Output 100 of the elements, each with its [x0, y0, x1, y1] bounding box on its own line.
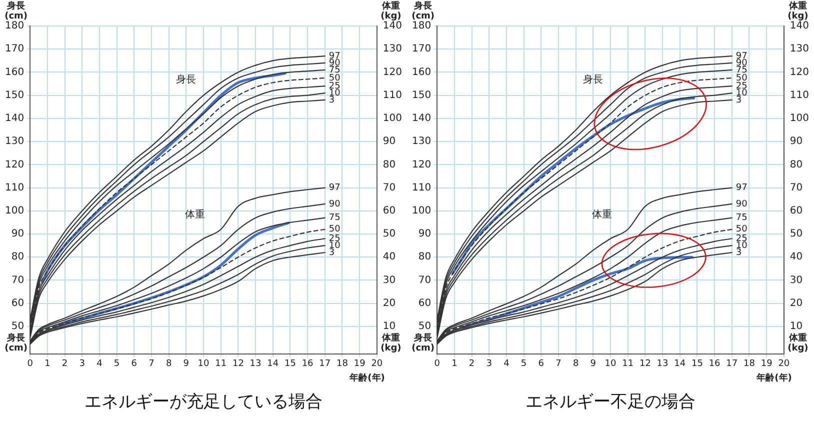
x-tick-label: 16	[708, 358, 721, 369]
text: 身長 (cm)	[412, 1, 435, 22]
x-tick-label: 20	[371, 358, 383, 369]
y2-tick-label: 60	[790, 205, 803, 216]
x-tick-label: 14	[674, 358, 686, 369]
y2-tick-label: 140	[790, 20, 810, 32]
x-tick-label: 8	[166, 358, 172, 369]
x-tick-label: 0	[434, 358, 440, 369]
text: 体重 (kg)	[788, 1, 808, 22]
series-label: 90	[328, 199, 341, 210]
y2-tick-label: 90	[382, 136, 396, 148]
y-tick-label: 110	[412, 182, 432, 194]
x-tick-label: 17	[319, 358, 331, 369]
y2-tick-label: 130	[790, 44, 810, 55]
y-tick-label: 80	[418, 252, 432, 263]
x-tick-label: 11	[215, 358, 227, 369]
y2-tick-label: 50	[382, 228, 396, 240]
y-tick-label: 90	[11, 228, 24, 240]
y2-tick-label: 100	[382, 113, 402, 124]
x-tick-label: 14	[267, 358, 279, 369]
x-tick-label: 9	[183, 358, 190, 369]
text: 体重 (kg)	[380, 1, 402, 22]
series-label: 90	[736, 199, 748, 210]
annotation: 身長	[176, 74, 196, 86]
y2-tick-label: 30	[382, 274, 396, 286]
x-tick-label: 6	[131, 358, 138, 369]
y-tick-label: 90	[418, 228, 432, 240]
y-tick-label: 120	[4, 159, 24, 170]
x-tick-label: 11	[622, 358, 634, 369]
y-tick-label: 70	[418, 274, 432, 286]
y2-tick-label: 40	[790, 252, 803, 263]
text: 身長 (cm)	[4, 1, 28, 22]
x-tick-label: 5	[520, 358, 527, 369]
y-tick-label: 100	[4, 205, 24, 216]
text: エネルギーが充足している場合	[84, 391, 324, 413]
y-tick-label: 50	[11, 321, 24, 332]
x-tick-label: 8	[572, 358, 579, 369]
text: エネルギー不足の場合	[524, 391, 696, 413]
series-label: 50	[736, 224, 748, 235]
y-tick-label: 160	[4, 66, 24, 78]
y2-tick-label: 10	[382, 321, 396, 332]
x-tick-label: 10	[604, 358, 616, 369]
y2-tick-label: 100	[790, 113, 810, 124]
y2-tick-label: 60	[382, 205, 396, 216]
series-label: 75	[736, 213, 748, 224]
y2-tick-label: 110	[382, 90, 402, 101]
y2-tick-label: 50	[790, 228, 803, 240]
x-tick-label: 19	[760, 358, 773, 369]
x-tick-label: 5	[114, 358, 120, 369]
y-axis-title: 身長 (cm)	[412, 332, 435, 354]
y-tick-label: 60	[418, 298, 432, 309]
x-tick-label: 2	[62, 358, 68, 369]
y-tick-label: 170	[412, 44, 432, 55]
y-tick-label: 120	[412, 159, 432, 170]
series-label: 75	[328, 213, 340, 224]
y-tick-label: 170	[4, 44, 24, 55]
y-tick-label: 160	[412, 66, 432, 78]
y2-tick-label: 20	[790, 298, 803, 309]
x-tick-label: 13	[250, 358, 262, 369]
y-tick-label: 110	[4, 182, 24, 194]
series-label: 3	[328, 248, 335, 258]
y-tick-label: 140	[4, 113, 24, 124]
y2-tick-label: 40	[382, 252, 396, 263]
y2-axis-title: 体重 (kg)	[380, 332, 402, 354]
series-label: 3	[328, 95, 335, 106]
y-tick-label: 70	[11, 274, 24, 286]
y2-tick-label: 110	[790, 90, 810, 101]
x-tick-label: 2	[468, 358, 475, 369]
y2-tick-label: 30	[790, 274, 803, 286]
y2-tick-label: 90	[790, 136, 803, 148]
x-tick-label: 4	[96, 358, 103, 369]
x-tick-label: 7	[148, 358, 154, 369]
annotation: 身長	[583, 74, 604, 86]
x-tick-label: 3	[486, 358, 492, 369]
y2-tick-label: 10	[790, 321, 803, 332]
y-axis-title: 身長 (cm)	[4, 332, 28, 354]
y-tick-label: 140	[412, 113, 432, 124]
x-tick-label: 12	[232, 358, 244, 369]
series-label: 75	[736, 65, 748, 76]
y2-tick-label: 20	[382, 298, 396, 309]
y2-tick-label: 80	[790, 159, 803, 170]
annotation: 体重	[592, 208, 612, 220]
y-tick-label: 150	[412, 90, 432, 101]
x-tick-label: 15	[691, 358, 703, 369]
y2-axis-title: 体重 (kg)	[788, 332, 808, 354]
y-tick-label: 180	[412, 20, 432, 32]
x-axis-title: 年齢(年)	[348, 372, 385, 384]
x-tick-label: 20	[778, 358, 790, 369]
y-tick-label: 80	[11, 252, 24, 263]
x-tick-label: 4	[504, 358, 510, 369]
y-tick-label: 60	[11, 298, 24, 309]
series-label: 3	[736, 95, 742, 106]
x-tick-label: 18	[744, 358, 756, 369]
annotation: 体重	[184, 208, 205, 220]
series-label: 75	[328, 65, 340, 76]
y2-tick-label: 70	[790, 182, 803, 194]
y-tick-label: 100	[412, 205, 432, 216]
y2-tick-label: 130	[382, 44, 402, 55]
x-axis-title: 年齢(年)	[756, 372, 792, 384]
y2-tick-label: 120	[790, 66, 810, 78]
